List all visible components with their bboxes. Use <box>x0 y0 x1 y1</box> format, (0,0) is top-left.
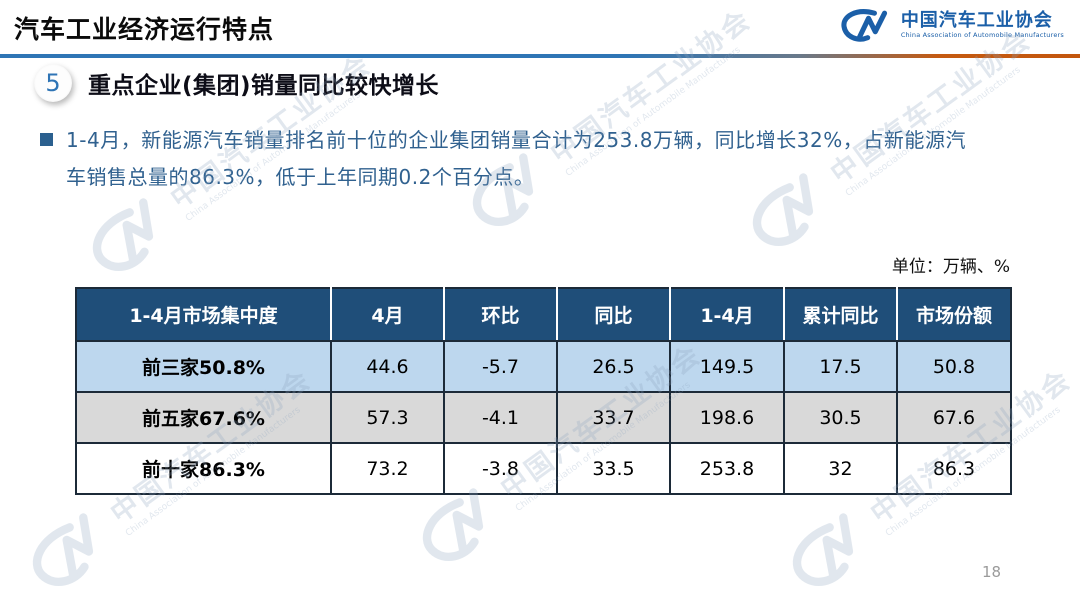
page-title: 汽车工业经济运行特点 <box>14 15 275 44</box>
row-label: 前五家67.6% <box>75 391 332 444</box>
col-header: 累计同比 <box>783 288 897 342</box>
cell: -5.7 <box>443 340 558 393</box>
cell: 50.8 <box>896 340 1012 393</box>
col-header: 1-4月 <box>669 288 784 342</box>
col-header: 环比 <box>443 288 557 342</box>
caam-watermark: 中国汽车工业协会 China Association of Automobile… <box>456 0 766 241</box>
logo-org-name-en: China Association of Automobile Manufact… <box>900 30 1064 39</box>
section-number-badge: 5 <box>34 64 72 102</box>
cell: 33.5 <box>556 442 671 495</box>
cell: 26.5 <box>556 340 671 393</box>
row-label: 前十家86.3% <box>75 442 332 495</box>
cell: 198.6 <box>669 391 785 444</box>
caam-logo-watermark-icon <box>92 198 154 272</box>
caam-logo-watermark-icon <box>32 513 94 587</box>
bullet-square-icon <box>40 133 53 146</box>
bullet-row: 1-4月，新能源汽车销量排名前十位的企业集团销量合计为253.8万辆，同比增长3… <box>40 122 970 196</box>
col-header: 同比 <box>556 288 670 342</box>
cell: 30.5 <box>783 391 898 444</box>
table-row: 前三家50.8% 44.6 -5.7 26.5 149.5 17.5 50.8 <box>75 340 1012 393</box>
row-label: 前三家50.8% <box>75 340 332 393</box>
logo-org-name: 中国汽车工业协会 <box>900 10 1053 32</box>
col-header: 1-4月市场集中度 <box>75 288 331 342</box>
bullet-text: 1-4月，新能源汽车销量排名前十位的企业集团销量合计为253.8万辆，同比增长3… <box>66 128 966 189</box>
page-number: 18 <box>982 563 1002 581</box>
cell: 33.7 <box>556 391 671 444</box>
section-heading-row: 5 重点企业(集团)销量同比较快增长 <box>34 64 439 102</box>
section-heading: 重点企业(集团)销量同比较快增长 <box>88 73 440 99</box>
cell: 57.3 <box>330 391 445 444</box>
cell: -4.1 <box>443 391 558 444</box>
cell: 86.3 <box>896 442 1012 495</box>
table-header-row: 1-4月市场集中度 4月 环比 同比 1-4月 累计同比 市场份额 <box>75 288 1011 342</box>
cell: -3.8 <box>443 442 558 495</box>
caam-logo: 中国汽车工业协会 China Association of Automobile… <box>839 8 1064 42</box>
header-divider <box>0 54 1080 58</box>
cell: 73.2 <box>330 442 445 495</box>
table-row: 前五家67.6% 57.3 -4.1 33.7 198.6 30.5 67.6 <box>75 391 1012 444</box>
col-header: 4月 <box>330 288 444 342</box>
caam-logo-watermark-icon <box>792 513 854 587</box>
cell: 17.5 <box>783 340 898 393</box>
cell: 67.6 <box>896 391 1012 444</box>
cell: 32 <box>783 442 898 495</box>
cell: 149.5 <box>669 340 785 393</box>
col-header: 市场份额 <box>896 288 1011 342</box>
market-concentration-table: 1-4月市场集中度 4月 环比 同比 1-4月 累计同比 市场份额 前三家50.… <box>75 287 1012 495</box>
unit-label: 单位：万辆、% <box>891 257 1010 277</box>
cell: 44.6 <box>330 340 445 393</box>
caam-logo-icon <box>841 9 887 42</box>
table-row: 前十家86.3% 73.2 -3.8 33.5 253.8 32 86.3 <box>75 442 1012 495</box>
cell: 253.8 <box>669 442 785 495</box>
